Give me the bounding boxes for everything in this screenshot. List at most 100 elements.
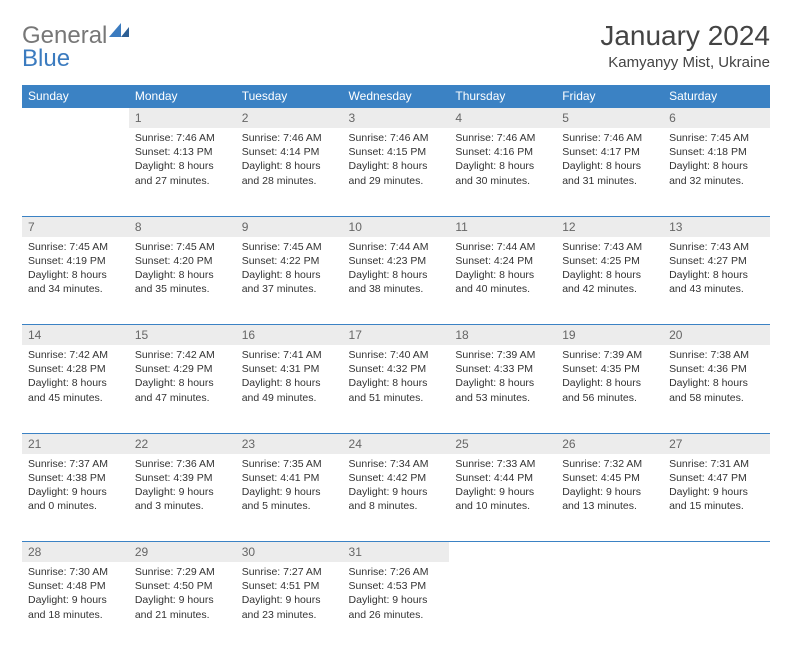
day-cell: Sunrise: 7:29 AMSunset: 4:50 PMDaylight:… [129, 562, 236, 650]
day-detail: Sunrise: 7:32 AMSunset: 4:45 PMDaylight:… [556, 454, 663, 520]
day-number: 21 [22, 433, 129, 454]
brand-part2: Blue [22, 45, 70, 72]
day-number: 3 [343, 108, 450, 129]
day-number: 9 [236, 216, 343, 237]
day-cell: Sunrise: 7:35 AMSunset: 4:41 PMDaylight:… [236, 454, 343, 542]
day-number: 27 [663, 433, 770, 454]
day-detail: Sunrise: 7:39 AMSunset: 4:33 PMDaylight:… [449, 345, 556, 411]
day-cell: Sunrise: 7:42 AMSunset: 4:28 PMDaylight:… [22, 345, 129, 433]
col-sunday: Sunday [22, 85, 129, 108]
day-detail: Sunrise: 7:43 AMSunset: 4:27 PMDaylight:… [663, 237, 770, 303]
week-4-daynums: 21222324252627 [22, 433, 770, 454]
calendar-body: 123456Sunrise: 7:46 AMSunset: 4:13 PMDay… [22, 108, 770, 651]
day-detail: Sunrise: 7:44 AMSunset: 4:23 PMDaylight:… [343, 237, 450, 303]
day-number: 23 [236, 433, 343, 454]
day-cell [556, 562, 663, 650]
day-cell: Sunrise: 7:43 AMSunset: 4:27 PMDaylight:… [663, 237, 770, 325]
day-detail: Sunrise: 7:46 AMSunset: 4:15 PMDaylight:… [343, 128, 450, 194]
day-detail: Sunrise: 7:26 AMSunset: 4:53 PMDaylight:… [343, 562, 450, 628]
day-cell: Sunrise: 7:45 AMSunset: 4:18 PMDaylight:… [663, 128, 770, 216]
day-cell: Sunrise: 7:43 AMSunset: 4:25 PMDaylight:… [556, 237, 663, 325]
day-number: 29 [129, 542, 236, 563]
header: GeneralBlue January 2024 Kamyanyy Mist, … [22, 20, 770, 71]
day-detail: Sunrise: 7:42 AMSunset: 4:28 PMDaylight:… [22, 345, 129, 411]
day-cell: Sunrise: 7:33 AMSunset: 4:44 PMDaylight:… [449, 454, 556, 542]
day-cell: Sunrise: 7:46 AMSunset: 4:14 PMDaylight:… [236, 128, 343, 216]
day-cell: Sunrise: 7:39 AMSunset: 4:35 PMDaylight:… [556, 345, 663, 433]
day-cell: Sunrise: 7:32 AMSunset: 4:45 PMDaylight:… [556, 454, 663, 542]
day-detail: Sunrise: 7:37 AMSunset: 4:38 PMDaylight:… [22, 454, 129, 520]
day-cell: Sunrise: 7:26 AMSunset: 4:53 PMDaylight:… [343, 562, 450, 650]
weekday-header-row: Sunday Monday Tuesday Wednesday Thursday… [22, 85, 770, 108]
day-number: 18 [449, 325, 556, 346]
week-5-cells: Sunrise: 7:30 AMSunset: 4:48 PMDaylight:… [22, 562, 770, 650]
day-detail: Sunrise: 7:27 AMSunset: 4:51 PMDaylight:… [236, 562, 343, 628]
day-detail: Sunrise: 7:45 AMSunset: 4:22 PMDaylight:… [236, 237, 343, 303]
day-cell: Sunrise: 7:45 AMSunset: 4:22 PMDaylight:… [236, 237, 343, 325]
day-number: 4 [449, 108, 556, 129]
day-number: 14 [22, 325, 129, 346]
day-cell: Sunrise: 7:46 AMSunset: 4:17 PMDaylight:… [556, 128, 663, 216]
week-2-cells: Sunrise: 7:45 AMSunset: 4:19 PMDaylight:… [22, 237, 770, 325]
col-thursday: Thursday [449, 85, 556, 108]
day-detail: Sunrise: 7:33 AMSunset: 4:44 PMDaylight:… [449, 454, 556, 520]
week-3-daynums: 14151617181920 [22, 325, 770, 346]
day-number [556, 542, 663, 563]
day-detail: Sunrise: 7:45 AMSunset: 4:19 PMDaylight:… [22, 237, 129, 303]
day-cell [663, 562, 770, 650]
day-cell: Sunrise: 7:38 AMSunset: 4:36 PMDaylight:… [663, 345, 770, 433]
day-detail: Sunrise: 7:30 AMSunset: 4:48 PMDaylight:… [22, 562, 129, 628]
col-friday: Friday [556, 85, 663, 108]
week-1-daynums: 123456 [22, 108, 770, 129]
day-number: 10 [343, 216, 450, 237]
day-detail: Sunrise: 7:46 AMSunset: 4:14 PMDaylight:… [236, 128, 343, 194]
day-detail: Sunrise: 7:36 AMSunset: 4:39 PMDaylight:… [129, 454, 236, 520]
day-number: 2 [236, 108, 343, 129]
day-number: 24 [343, 433, 450, 454]
day-detail: Sunrise: 7:42 AMSunset: 4:29 PMDaylight:… [129, 345, 236, 411]
col-saturday: Saturday [663, 85, 770, 108]
day-cell: Sunrise: 7:27 AMSunset: 4:51 PMDaylight:… [236, 562, 343, 650]
day-detail: Sunrise: 7:39 AMSunset: 4:35 PMDaylight:… [556, 345, 663, 411]
day-cell: Sunrise: 7:45 AMSunset: 4:20 PMDaylight:… [129, 237, 236, 325]
day-cell: Sunrise: 7:36 AMSunset: 4:39 PMDaylight:… [129, 454, 236, 542]
day-number: 19 [556, 325, 663, 346]
day-number: 12 [556, 216, 663, 237]
day-detail: Sunrise: 7:35 AMSunset: 4:41 PMDaylight:… [236, 454, 343, 520]
calendar-page: GeneralBlue January 2024 Kamyanyy Mist, … [0, 0, 792, 670]
day-cell: Sunrise: 7:37 AMSunset: 4:38 PMDaylight:… [22, 454, 129, 542]
week-3-cells: Sunrise: 7:42 AMSunset: 4:28 PMDaylight:… [22, 345, 770, 433]
day-number: 15 [129, 325, 236, 346]
day-detail: Sunrise: 7:46 AMSunset: 4:16 PMDaylight:… [449, 128, 556, 194]
day-number: 26 [556, 433, 663, 454]
day-cell: Sunrise: 7:45 AMSunset: 4:19 PMDaylight:… [22, 237, 129, 325]
col-monday: Monday [129, 85, 236, 108]
day-number: 20 [663, 325, 770, 346]
day-number: 7 [22, 216, 129, 237]
day-number: 31 [343, 542, 450, 563]
day-cell [22, 128, 129, 216]
day-detail: Sunrise: 7:43 AMSunset: 4:25 PMDaylight:… [556, 237, 663, 303]
week-2-daynums: 78910111213 [22, 216, 770, 237]
location-title: Kamyanyy Mist, Ukraine [600, 54, 770, 71]
day-cell: Sunrise: 7:44 AMSunset: 4:23 PMDaylight:… [343, 237, 450, 325]
week-4-cells: Sunrise: 7:37 AMSunset: 4:38 PMDaylight:… [22, 454, 770, 542]
day-cell: Sunrise: 7:31 AMSunset: 4:47 PMDaylight:… [663, 454, 770, 542]
day-detail: Sunrise: 7:41 AMSunset: 4:31 PMDaylight:… [236, 345, 343, 411]
day-detail: Sunrise: 7:29 AMSunset: 4:50 PMDaylight:… [129, 562, 236, 628]
col-wednesday: Wednesday [343, 85, 450, 108]
day-cell: Sunrise: 7:39 AMSunset: 4:33 PMDaylight:… [449, 345, 556, 433]
col-tuesday: Tuesday [236, 85, 343, 108]
brand-logo: GeneralBlue [22, 21, 129, 71]
brand-logo-icon [109, 21, 129, 37]
week-1-cells: Sunrise: 7:46 AMSunset: 4:13 PMDaylight:… [22, 128, 770, 216]
day-detail: Sunrise: 7:34 AMSunset: 4:42 PMDaylight:… [343, 454, 450, 520]
day-detail: Sunrise: 7:31 AMSunset: 4:47 PMDaylight:… [663, 454, 770, 520]
day-detail: Sunrise: 7:46 AMSunset: 4:13 PMDaylight:… [129, 128, 236, 194]
day-detail: Sunrise: 7:45 AMSunset: 4:20 PMDaylight:… [129, 237, 236, 303]
day-cell [449, 562, 556, 650]
calendar-table: Sunday Monday Tuesday Wednesday Thursday… [22, 85, 770, 650]
day-cell: Sunrise: 7:30 AMSunset: 4:48 PMDaylight:… [22, 562, 129, 650]
day-detail: Sunrise: 7:45 AMSunset: 4:18 PMDaylight:… [663, 128, 770, 194]
day-detail: Sunrise: 7:40 AMSunset: 4:32 PMDaylight:… [343, 345, 450, 411]
